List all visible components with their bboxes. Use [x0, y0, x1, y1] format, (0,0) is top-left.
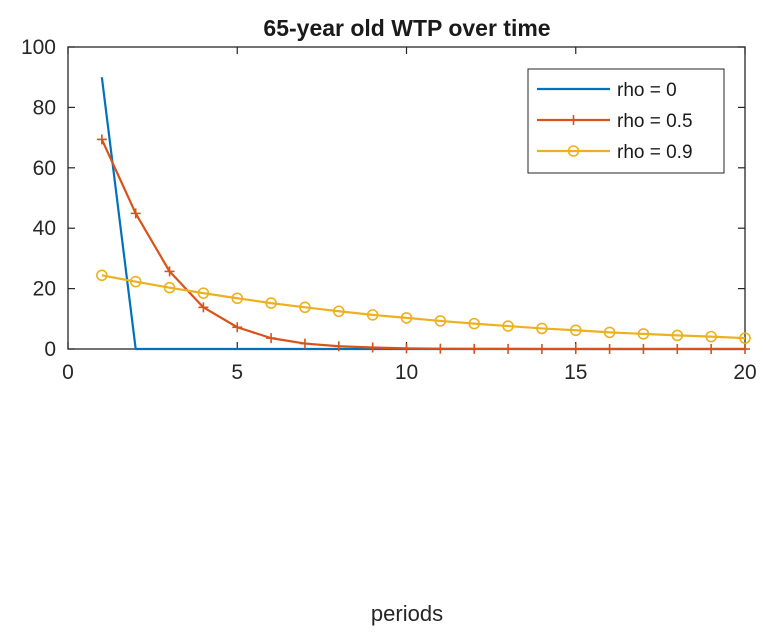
- axis-tick-labels: 0 5 10 15 20 0 20 40 60 80 100: [21, 36, 757, 384]
- data-point: [163, 281, 176, 294]
- legend: rho = 0 rho = 0.5 rho = 0.9: [527, 68, 725, 174]
- data-point: [468, 317, 481, 330]
- y-tick-label: 100: [21, 36, 56, 59]
- data-point: [96, 269, 108, 282]
- legend-label: rho = 0: [617, 80, 677, 101]
- legend-marker: [567, 145, 580, 157]
- data-point: [366, 309, 379, 321]
- x-tick-label: 15: [564, 361, 587, 384]
- x-axis-label: periods: [371, 601, 443, 626]
- legend-label: rho = 0.5: [617, 111, 693, 132]
- data-point: [299, 301, 311, 314]
- y-tick-label: 0: [44, 338, 56, 361]
- x-tick-label: 0: [62, 361, 74, 384]
- series-line: [100, 138, 745, 351]
- x-tick-label: 20: [733, 361, 756, 384]
- legend-label: rho = 0.9: [617, 142, 693, 163]
- data-point: [706, 344, 717, 354]
- x-tick-label: 5: [231, 361, 243, 384]
- data-point: [740, 344, 750, 354]
- legend-marker: [568, 115, 579, 125]
- data-point: [536, 343, 547, 354]
- data-point: [469, 343, 480, 354]
- data-point: [96, 134, 107, 145]
- data-point: [164, 266, 175, 277]
- data-point: [400, 312, 413, 324]
- series-2: [96, 269, 751, 344]
- data-point: [129, 275, 142, 288]
- data-point: [130, 208, 141, 219]
- legend-item: rho = 0.9: [537, 142, 693, 163]
- series-layer: [96, 77, 751, 354]
- data-point: [569, 324, 582, 337]
- data-point: [232, 322, 243, 333]
- data-point: [638, 344, 649, 354]
- legend-item: rho = 0: [537, 80, 677, 101]
- x-tick-label: 10: [395, 361, 418, 384]
- y-tick-label: 40: [33, 217, 56, 240]
- data-point: [503, 343, 514, 354]
- data-point: [332, 305, 345, 318]
- data-point: [637, 328, 650, 340]
- data-point: [333, 341, 344, 352]
- data-point: [434, 315, 447, 327]
- data-point: [435, 343, 446, 354]
- legend-item: rho = 0.5: [537, 111, 693, 132]
- data-point: [671, 329, 684, 342]
- data-point: [536, 322, 548, 335]
- data-point: [604, 344, 615, 354]
- data-point: [197, 287, 210, 299]
- data-point: [231, 292, 244, 305]
- data-point: [198, 302, 209, 313]
- data-point: [705, 330, 717, 343]
- data-point: [367, 342, 378, 353]
- data-point: [401, 343, 412, 354]
- data-point: [502, 320, 514, 332]
- data-point: [266, 333, 277, 344]
- chart-title: 65-year old WTP over time: [263, 15, 550, 41]
- data-point: [739, 332, 751, 344]
- data-point: [265, 297, 277, 309]
- data-point: [603, 326, 616, 339]
- series-1: [96, 134, 750, 354]
- data-point: [672, 344, 683, 354]
- y-tick-label: 80: [33, 96, 56, 119]
- y-tick-label: 20: [33, 278, 56, 301]
- y-tick-label: 60: [33, 157, 56, 180]
- data-point: [570, 343, 581, 354]
- data-point: [299, 338, 310, 349]
